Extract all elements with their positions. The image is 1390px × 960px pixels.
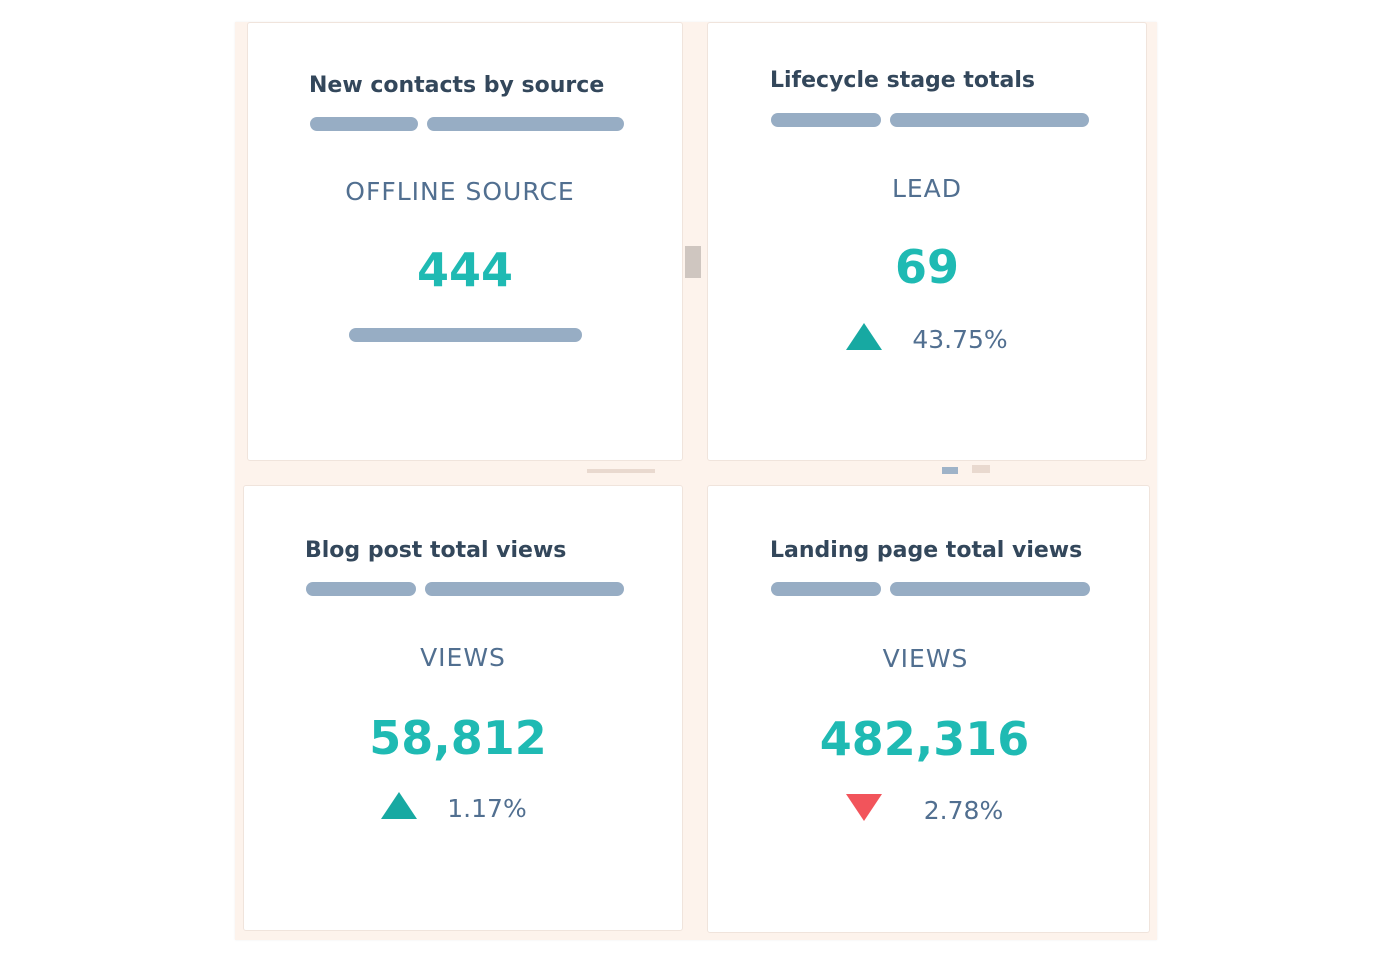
triangle-up-icon xyxy=(846,323,883,350)
metric-change: 43.75% xyxy=(708,323,1146,354)
triangle-up-icon xyxy=(381,792,418,819)
change-percent: 1.17% xyxy=(447,794,527,823)
background-placeholder xyxy=(942,467,958,474)
metric-label: LEAD xyxy=(891,174,963,203)
placeholder-bar xyxy=(427,117,624,131)
widget-title: New contacts by source xyxy=(309,73,605,98)
triangle-down-icon xyxy=(845,794,882,821)
widget-blog-post-total-views[interactable]: Blog post total views VIEWS 58,812 1.17% xyxy=(243,485,683,931)
widget-title: Blog post total views xyxy=(305,538,567,563)
metric-change: 2.78% xyxy=(700,794,1149,825)
metric-value: 69 xyxy=(894,240,959,294)
metric-value: 444 xyxy=(416,243,514,297)
widget-title: Landing page total views xyxy=(770,538,1083,563)
widget-title: Lifecycle stage totals xyxy=(770,68,1036,93)
placeholder-bar xyxy=(349,328,582,342)
background-placeholder xyxy=(972,465,990,473)
placeholder-bar xyxy=(890,582,1090,596)
background-scroll-handle xyxy=(685,246,701,278)
widget-new-contacts-by-source[interactable]: New contacts by source OFFLINE SOURCE 44… xyxy=(247,22,683,461)
metric-value: 482,316 xyxy=(819,712,1030,766)
placeholder-bar xyxy=(306,582,416,596)
placeholder-bar xyxy=(771,582,881,596)
placeholder-bar xyxy=(425,582,624,596)
placeholder-bar xyxy=(771,113,881,127)
metric-change: 1.17% xyxy=(226,792,682,823)
change-percent: 43.75% xyxy=(912,325,1008,354)
change-percent: 2.78% xyxy=(923,796,1004,825)
widget-landing-page-total-views[interactable]: Landing page total views VIEWS 482,316 2… xyxy=(707,485,1150,933)
placeholder-bar xyxy=(890,113,1089,127)
metric-label: OFFLINE SOURCE xyxy=(345,177,575,206)
placeholder-bar xyxy=(310,117,418,131)
background-placeholder xyxy=(587,469,655,473)
metric-label: VIEWS xyxy=(420,643,506,672)
metric-value: 58,812 xyxy=(369,711,547,765)
widget-lifecycle-stage-totals[interactable]: Lifecycle stage totals LEAD 69 43.75% xyxy=(707,22,1147,461)
metric-label: VIEWS xyxy=(882,644,969,673)
